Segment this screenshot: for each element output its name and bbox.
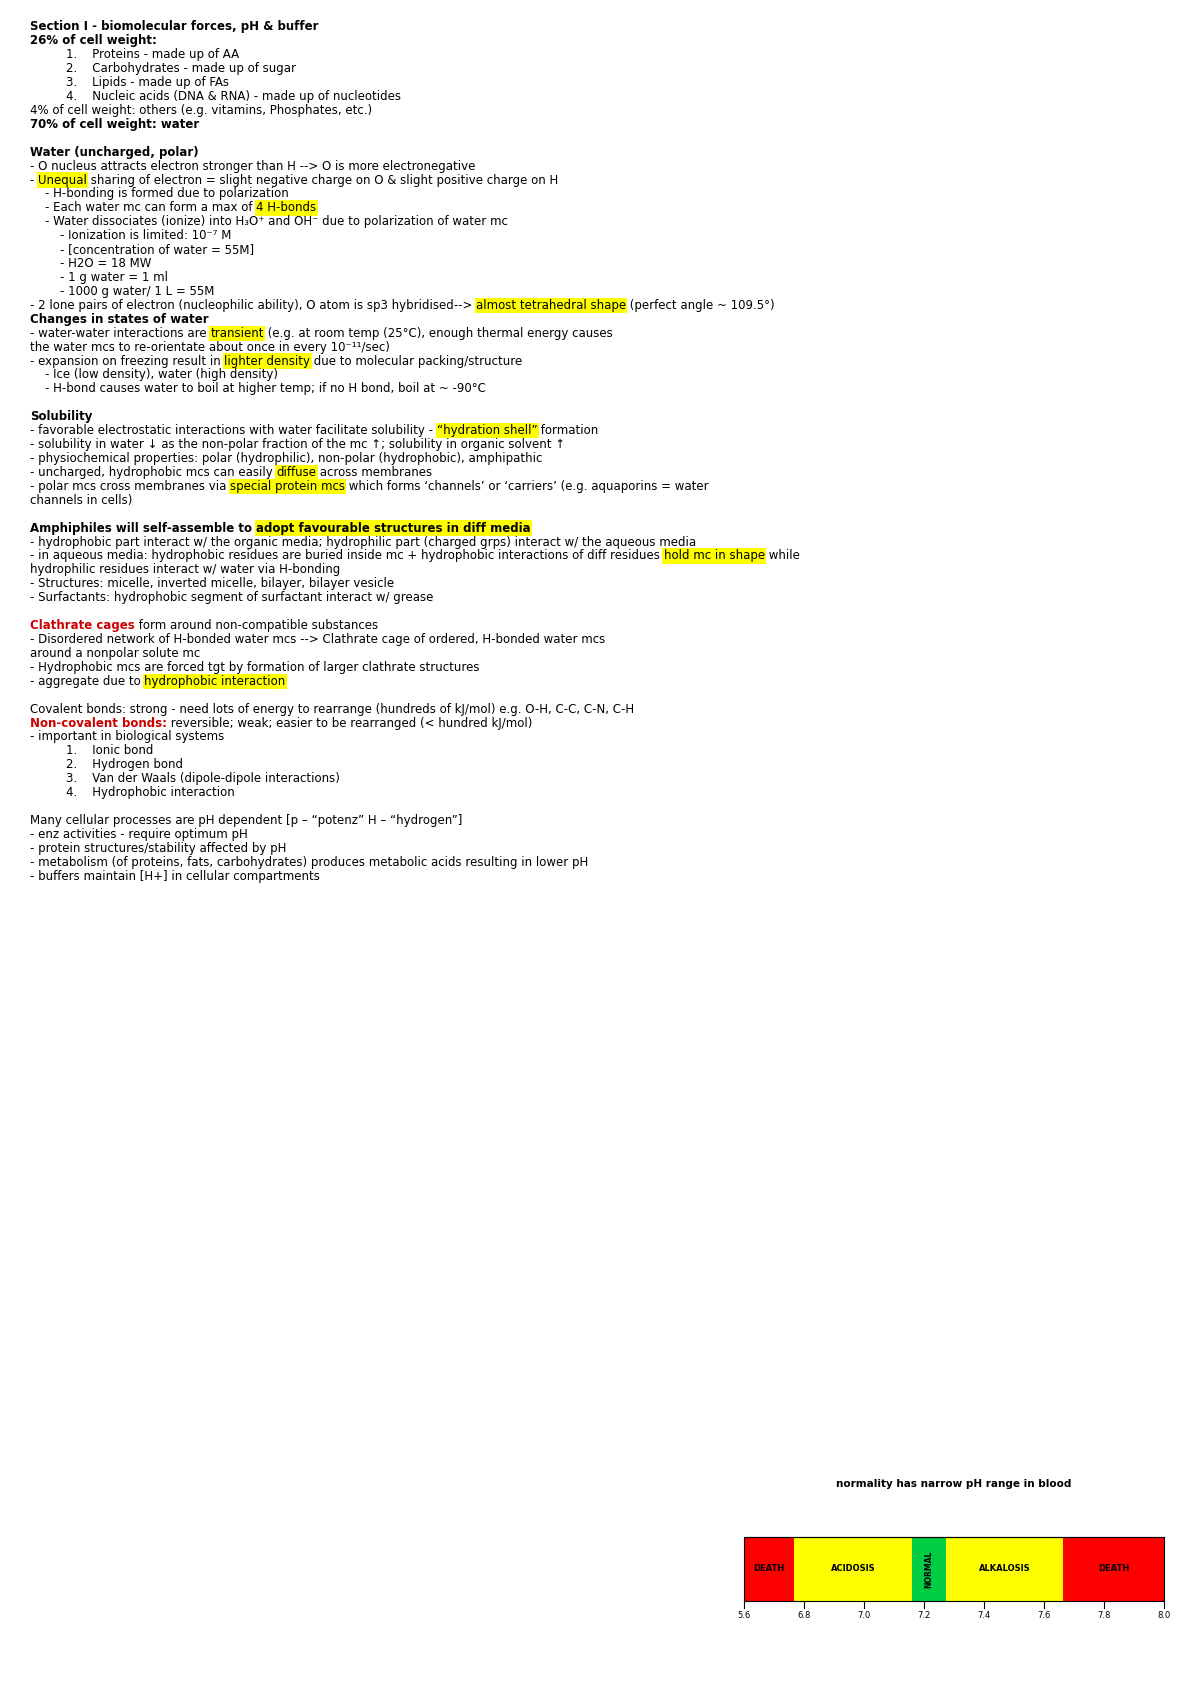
Text: Amphiphiles will self-assemble to: Amphiphiles will self-assemble to — [30, 521, 256, 535]
Text: - H-bonding is formed due to polarization: - H-bonding is formed due to polarizatio… — [30, 187, 289, 200]
Text: Section I - biomolecular forces, pH & buffer: Section I - biomolecular forces, pH & bu… — [30, 20, 318, 34]
Text: - [concentration of water = 55M]: - [concentration of water = 55M] — [30, 243, 254, 256]
Text: form around non-compatible substances: form around non-compatible substances — [134, 620, 378, 632]
Text: Many cellular processes are pH dependent [p – “potenz” H – “hydrogen”]: Many cellular processes are pH dependent… — [30, 813, 462, 827]
Text: adopt favourable structures in diff media: adopt favourable structures in diff medi… — [256, 521, 530, 535]
Text: 4% of cell weight: others (e.g. vitamins, Phosphates, etc.): 4% of cell weight: others (e.g. vitamins… — [30, 104, 372, 117]
Text: around a nonpolar solute mc: around a nonpolar solute mc — [30, 647, 200, 661]
Text: hydrophilic residues interact w/ water via H-bonding: hydrophilic residues interact w/ water v… — [30, 564, 341, 576]
Text: - H-bond causes water to boil at higher temp; if no H bond, boil at ~ -90°C: - H-bond causes water to boil at higher … — [30, 382, 486, 396]
Text: - Water dissociates (ionize) into H₃O⁺ and OH⁻ due to polarization of water mc: - Water dissociates (ionize) into H₃O⁺ a… — [30, 216, 508, 228]
Text: DEATH: DEATH — [1098, 1564, 1129, 1574]
Text: - O nucleus attracts electron stronger than H --> O is more electronegative: - O nucleus attracts electron stronger t… — [30, 160, 475, 173]
Bar — [1063, 1537, 1164, 1601]
Text: the water mcs to re-orientate about once in every 10⁻¹¹/sec): the water mcs to re-orientate about once… — [30, 341, 390, 353]
Text: 2.    Carbohydrates - made up of sugar: 2. Carbohydrates - made up of sugar — [66, 63, 296, 75]
Text: hydrophobic interaction: hydrophobic interaction — [144, 674, 286, 688]
Bar — [794, 1537, 912, 1601]
Text: transient: transient — [210, 326, 264, 340]
Text: Water (uncharged, polar): Water (uncharged, polar) — [30, 146, 199, 158]
Text: channels in cells): channels in cells) — [30, 494, 132, 506]
Text: Solubility: Solubility — [30, 411, 92, 423]
Text: ALKALOSIS: ALKALOSIS — [978, 1564, 1031, 1574]
Text: - Structures: micelle, inverted micelle, bilayer, bilayer vesicle: - Structures: micelle, inverted micelle,… — [30, 577, 394, 591]
Text: - favorable electrostatic interactions with water facilitate solubility -: - favorable electrostatic interactions w… — [30, 424, 437, 436]
Text: while: while — [764, 550, 799, 562]
Text: almost tetrahedral shape: almost tetrahedral shape — [476, 299, 626, 312]
Text: Clathrate cages: Clathrate cages — [30, 620, 134, 632]
Bar — [946, 1537, 1063, 1601]
Text: 26% of cell weight:: 26% of cell weight: — [30, 34, 157, 48]
Text: hold mc in shape: hold mc in shape — [664, 550, 764, 562]
Text: formation: formation — [538, 424, 599, 436]
Text: - solubility in water ↓ as the non-polar fraction of the mc ↑; solubility in org: - solubility in water ↓ as the non-polar… — [30, 438, 565, 452]
Text: - Ionization is limited: 10⁻⁷ M: - Ionization is limited: 10⁻⁷ M — [30, 229, 232, 243]
Text: Unequal: Unequal — [38, 173, 88, 187]
Text: - Disordered network of H-bonded water mcs --> Clathrate cage of ordered, H-bond: - Disordered network of H-bonded water m… — [30, 633, 605, 645]
Text: 7.2: 7.2 — [917, 1611, 931, 1620]
Text: - polar mcs cross membranes via: - polar mcs cross membranes via — [30, 481, 230, 492]
Text: 6.8: 6.8 — [797, 1611, 811, 1620]
Text: - Each water mc can form a max of: - Each water mc can form a max of — [30, 202, 257, 214]
Bar — [744, 1537, 1164, 1601]
Text: 4.    Hydrophobic interaction: 4. Hydrophobic interaction — [66, 786, 235, 800]
Text: 7.4: 7.4 — [977, 1611, 991, 1620]
Text: Changes in states of water: Changes in states of water — [30, 312, 209, 326]
Text: 7.0: 7.0 — [857, 1611, 871, 1620]
Bar — [912, 1537, 946, 1601]
Text: 70% of cell weight: water: 70% of cell weight: water — [30, 117, 199, 131]
Text: Non-covalent bonds:: Non-covalent bonds: — [30, 717, 167, 730]
Text: 4.    Nucleic acids (DNA & RNA) - made up of nucleotides: 4. Nucleic acids (DNA & RNA) - made up o… — [66, 90, 401, 104]
Text: sharing of electron = slight negative charge on O & slight positive charge on H: sharing of electron = slight negative ch… — [88, 173, 558, 187]
Text: - Hydrophobic mcs are forced tgt by formation of larger clathrate structures: - Hydrophobic mcs are forced tgt by form… — [30, 661, 480, 674]
Text: 1.    Ionic bond: 1. Ionic bond — [66, 744, 154, 757]
Text: “hydration shell”: “hydration shell” — [437, 424, 538, 436]
Text: lighter density: lighter density — [224, 355, 311, 367]
Text: 3.    Lipids - made up of FAs: 3. Lipids - made up of FAs — [66, 76, 229, 88]
Text: - water-water interactions are: - water-water interactions are — [30, 326, 210, 340]
Text: 2.    Hydrogen bond: 2. Hydrogen bond — [66, 759, 182, 771]
Text: 7.8: 7.8 — [1097, 1611, 1111, 1620]
Text: -: - — [30, 173, 38, 187]
Text: 8.0: 8.0 — [1157, 1611, 1171, 1620]
Text: - metabolism (of proteins, fats, carbohydrates) produces metabolic acids resulti: - metabolism (of proteins, fats, carbohy… — [30, 856, 588, 869]
Text: special protein mcs: special protein mcs — [230, 481, 346, 492]
Text: 4 H-bonds: 4 H-bonds — [257, 202, 317, 214]
Text: - 1 g water = 1 ml: - 1 g water = 1 ml — [30, 272, 168, 284]
Text: - expansion on freezing result in: - expansion on freezing result in — [30, 355, 224, 367]
Bar — [744, 1537, 794, 1601]
Text: ACIDOSIS: ACIDOSIS — [830, 1564, 876, 1574]
Text: - important in biological systems: - important in biological systems — [30, 730, 224, 744]
Text: 1.    Proteins - made up of AA: 1. Proteins - made up of AA — [66, 48, 239, 61]
Text: DEATH: DEATH — [754, 1564, 785, 1574]
Text: 5.6: 5.6 — [737, 1611, 751, 1620]
Text: - buffers maintain [H+] in cellular compartments: - buffers maintain [H+] in cellular comp… — [30, 869, 320, 883]
Text: - H2O = 18 MW: - H2O = 18 MW — [30, 256, 151, 270]
Text: normality has narrow pH range in blood: normality has narrow pH range in blood — [836, 1479, 1072, 1489]
Text: - uncharged, hydrophobic mcs can easily: - uncharged, hydrophobic mcs can easily — [30, 465, 276, 479]
Text: - 1000 g water/ 1 L = 55M: - 1000 g water/ 1 L = 55M — [30, 285, 215, 297]
Text: Covalent bonds: strong - need lots of energy to rearrange (hundreds of kJ/mol) e: Covalent bonds: strong - need lots of en… — [30, 703, 634, 715]
Text: 7.6: 7.6 — [1037, 1611, 1051, 1620]
Text: (perfect angle ~ 109.5°): (perfect angle ~ 109.5°) — [626, 299, 775, 312]
Text: due to molecular packing/structure: due to molecular packing/structure — [311, 355, 523, 367]
Text: 3.    Van der Waals (dipole-dipole interactions): 3. Van der Waals (dipole-dipole interact… — [66, 773, 340, 784]
Text: - enz activities - require optimum pH: - enz activities - require optimum pH — [30, 829, 247, 841]
Text: - hydrophobic part interact w/ the organic media; hydrophilic part (charged grps: - hydrophobic part interact w/ the organ… — [30, 535, 696, 548]
Text: - physiochemical properties: polar (hydrophilic), non-polar (hydrophobic), amphi: - physiochemical properties: polar (hydr… — [30, 452, 542, 465]
Text: across membranes: across membranes — [317, 465, 433, 479]
Text: NORMAL: NORMAL — [924, 1550, 934, 1588]
Text: - Ice (low density), water (high density): - Ice (low density), water (high density… — [30, 368, 278, 382]
Text: - in aqueous media: hydrophobic residues are buried inside mc + hydrophobic inte: - in aqueous media: hydrophobic residues… — [30, 550, 664, 562]
Text: - protein structures/stability affected by pH: - protein structures/stability affected … — [30, 842, 287, 854]
Text: (e.g. at room temp (25°C), enough thermal energy causes: (e.g. at room temp (25°C), enough therma… — [264, 326, 613, 340]
Text: reversible; weak; easier to be rearranged (< hundred kJ/mol): reversible; weak; easier to be rearrange… — [167, 717, 533, 730]
Text: - 2 lone pairs of electron (nucleophilic ability), O atom is sp3 hybridised-->: - 2 lone pairs of electron (nucleophilic… — [30, 299, 476, 312]
Text: diffuse: diffuse — [276, 465, 317, 479]
Text: - aggregate due to: - aggregate due to — [30, 674, 144, 688]
Text: which forms ‘channels’ or ‘carriers’ (e.g. aquaporins = water: which forms ‘channels’ or ‘carriers’ (e.… — [346, 481, 709, 492]
Text: - Surfactants: hydrophobic segment of surfactant interact w/ grease: - Surfactants: hydrophobic segment of su… — [30, 591, 433, 604]
